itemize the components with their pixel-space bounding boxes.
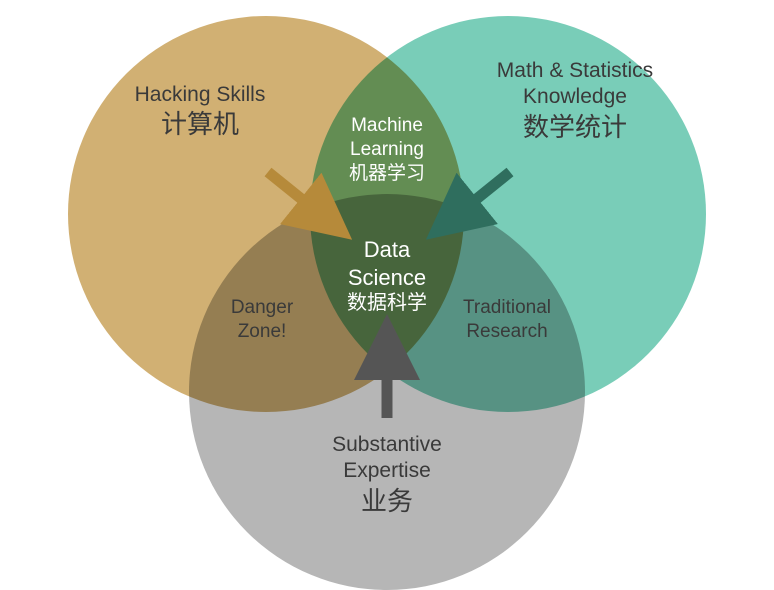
label-math: Math & Statistics Knowledge 数学统计 <box>470 58 680 143</box>
label-traditional-en: Traditional Research <box>452 296 562 344</box>
label-domain-en: Substantive Expertise <box>300 432 474 485</box>
label-domain: Substantive Expertise 业务 <box>300 432 474 517</box>
label-ml-en: Machine Learning <box>327 114 447 162</box>
label-center: Data Science 数据科学 <box>327 236 447 316</box>
label-ml-zh: 机器学习 <box>327 162 447 186</box>
label-center-zh: 数据科学 <box>327 291 447 316</box>
label-center-en: Data Science <box>327 236 447 291</box>
label-danger-en: Danger Zone! <box>216 296 308 344</box>
label-danger: Danger Zone! <box>216 296 308 344</box>
label-hacking-en: Hacking Skills <box>120 82 280 108</box>
label-domain-zh: 业务 <box>300 485 474 518</box>
label-math-zh: 数学统计 <box>470 111 680 144</box>
venn-diagram: Hacking Skills 计算机 Math & Statistics Kno… <box>0 0 774 542</box>
label-hacking: Hacking Skills 计算机 <box>120 82 280 141</box>
label-ml: Machine Learning 机器学习 <box>327 114 447 185</box>
label-hacking-zh: 计算机 <box>120 108 280 141</box>
label-math-en: Math & Statistics Knowledge <box>470 58 680 111</box>
label-traditional: Traditional Research <box>452 296 562 344</box>
